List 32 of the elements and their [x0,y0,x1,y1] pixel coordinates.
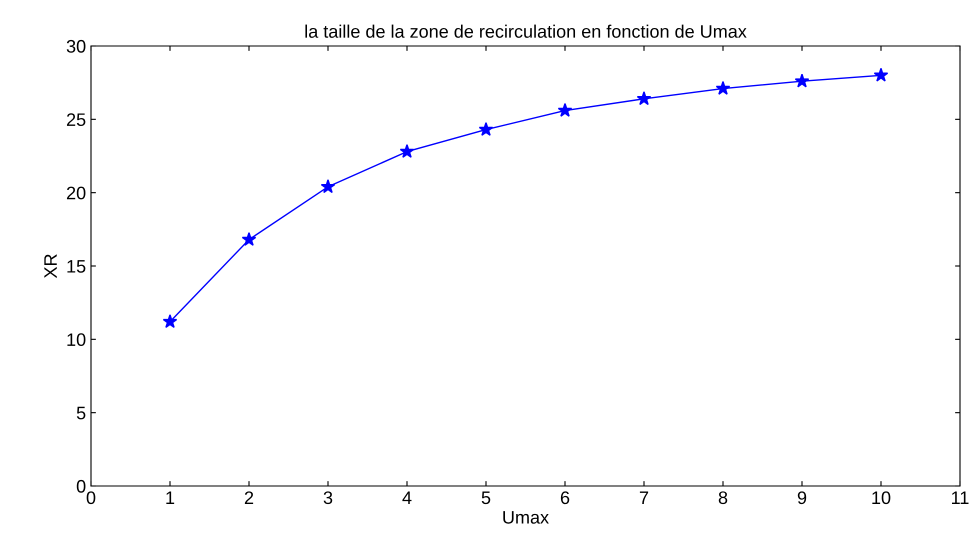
x-tick-label: 4 [402,492,412,504]
y-axis-title: XR [44,254,57,278]
x-axis-title: Umax [503,511,549,524]
y-tick-label: 25 [66,113,86,126]
point [242,232,256,246]
x-tick-label: 11 [952,492,968,504]
x-tick-label: 1 [166,492,174,504]
point [478,122,494,136]
point [794,74,810,88]
x-tick-label: 0 [86,491,96,504]
point [320,179,336,194]
x-tick-label: 8 [718,491,728,504]
x-tick-label: 3 [324,491,332,504]
y-tick-label: 30 [66,40,86,53]
y-tick-label: 5 [76,406,86,420]
x-tick-label: 5 [482,492,490,504]
point [162,314,178,328]
x-tick-label: 10 [872,491,890,504]
point [636,91,652,106]
y-tick-label: 15 [67,260,86,273]
point [558,102,572,117]
y-tick-label: 20 [66,186,86,200]
point [716,80,730,95]
y-tick-label: 0 [76,480,86,493]
x-tick-label: 7 [640,492,648,504]
point [400,144,414,158]
y-tick-label: 10 [67,333,86,346]
x-tick-label: 6 [560,491,570,504]
point [874,68,888,82]
x-tick-label: 9 [798,491,806,504]
chart-title: la taille de la zone de recirculation en fonction de Umax [305,24,747,38]
x-tick-label: 2 [244,491,254,504]
